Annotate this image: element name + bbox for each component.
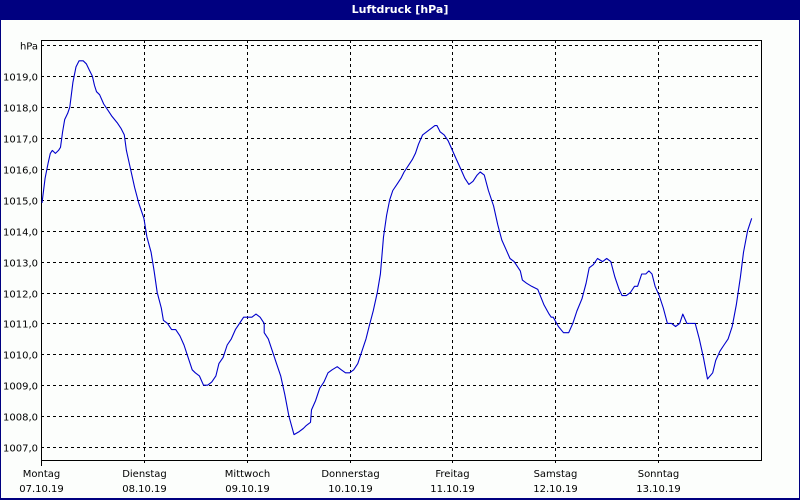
x-tick-date-label: 11.10.19 [430,484,475,495]
x-tick-day-label: Donnerstag [321,469,379,480]
pressure-line-chart: 1019,0 1018,0 1017,0 1016,0 1015,0 1014,0 1013… [3,40,762,495]
x-tick-day-label: Freitag [435,469,469,480]
y-tick-label: 1016,0 [3,166,38,177]
y-tick-label: 1018,0 [3,104,38,115]
x-tick-date-label: 12.10.19 [533,484,578,495]
chart-title-bar: Luftdruck [hPa] [0,0,800,20]
y-tick-label: 1017,0 [3,135,38,146]
y-tick-label: 1019,0 [3,73,38,84]
y-tick-label: 1015,0 [3,197,38,208]
x-tick-date-label: 09.10.19 [225,484,270,495]
y-tick-label: 1010,0 [3,351,38,362]
y-tick-label: 1012,0 [3,290,38,301]
x-tick-day-label: Dienstag [122,469,167,480]
x-tick-day-label: Mittwoch [225,469,270,480]
x-tick-day-label: Sonntag [638,469,680,480]
y-tick-label: 1009,0 [3,382,38,393]
pressure-line [41,60,753,436]
x-tick-date-label: 07.10.19 [19,484,64,495]
x-tick-day-label: Samstag [534,469,578,480]
chart-title: Luftdruck [hPa] [351,3,449,16]
x-tick-date-label: 13.10.19 [636,484,681,495]
x-tick-date-label: 08.10.19 [122,484,167,495]
y-unit-label: hPa [20,42,38,53]
y-tick-label: 1008,0 [3,413,38,424]
plot-frame [41,40,762,461]
y-tick-label: 1011,0 [3,320,38,331]
y-tick-label: 1014,0 [3,228,38,239]
y-tick-label: 1013,0 [3,259,38,270]
x-tick-date-label: 10.10.19 [328,484,373,495]
y-tick-label: 1007,0 [3,444,38,455]
chart-canvas: 1019,0 1018,0 1017,0 1016,0 1015,0 1014,0 1013… [0,20,800,499]
x-tick-day-label: Montag [23,469,60,480]
